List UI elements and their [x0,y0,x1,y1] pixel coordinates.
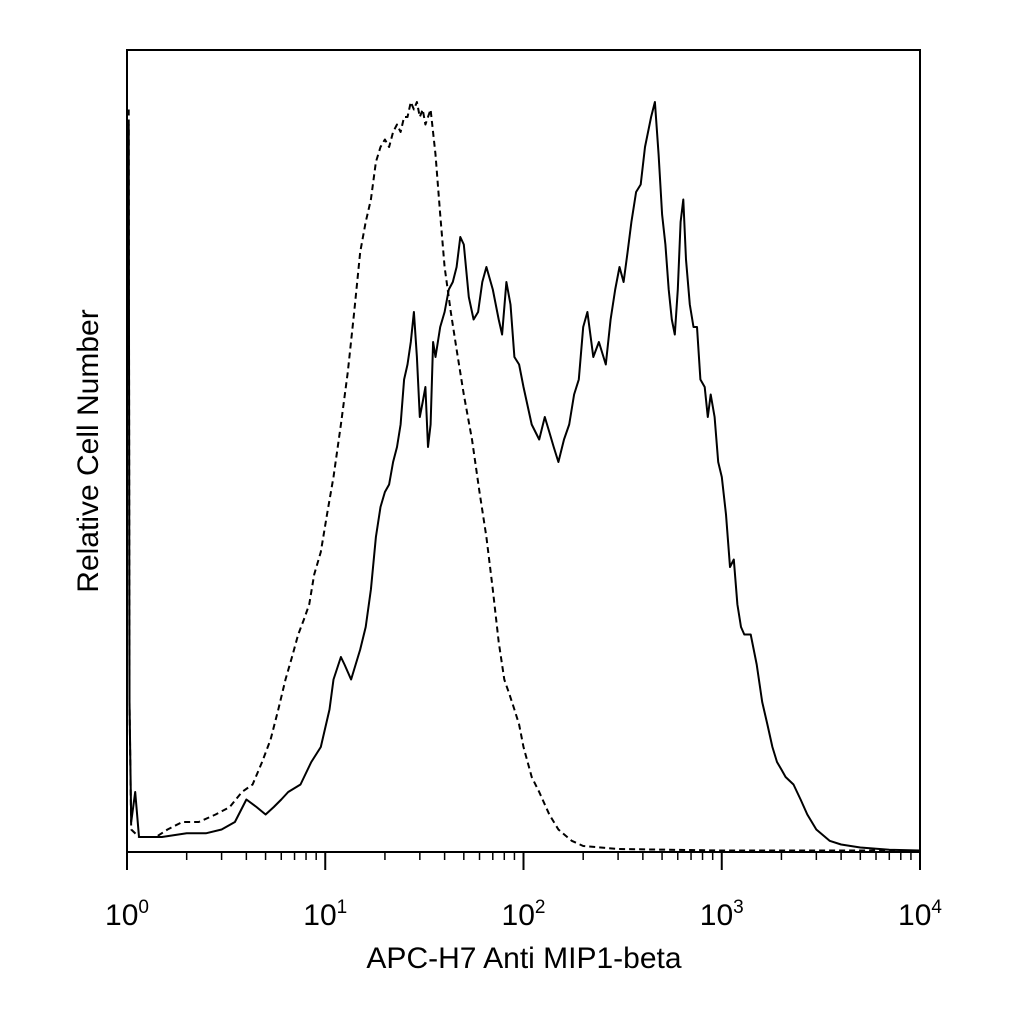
x-tick-label: 102 [502,897,546,932]
x-tick-label: 101 [303,897,347,932]
plot-frame [126,49,921,853]
x-tick-label: 103 [700,897,744,932]
x-axis-label: APC-H7 Anti MIP1-beta [366,942,681,975]
histogram-series-solid [127,101,921,852]
x-tick-label: 104 [898,897,942,932]
x-axis: 100 101 102 103 104 [105,852,942,932]
y-axis-label: Relative Cell Number [72,309,105,592]
series-layer [127,101,921,852]
histogram-series-dashed [127,101,920,852]
x-tick-label: 100 [105,897,149,932]
